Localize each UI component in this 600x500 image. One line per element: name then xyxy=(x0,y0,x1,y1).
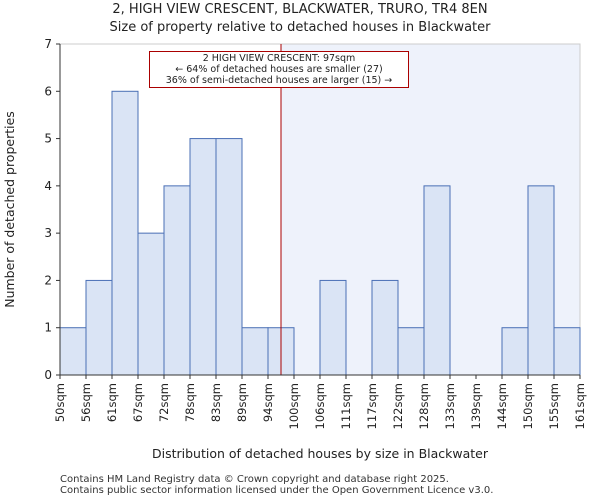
x-axis-label: Distribution of detached houses by size … xyxy=(152,446,489,461)
chart-subtitle: Size of property relative to detached ho… xyxy=(109,20,491,35)
x-tick-label: 61sqm xyxy=(105,383,119,422)
x-tick-label: 128sqm xyxy=(417,383,431,429)
x-tick-label: 155sqm xyxy=(547,383,561,429)
bar-106sqm xyxy=(319,279,347,376)
footer-copyright: Contains HM Land Registry data © Crown c… xyxy=(60,474,449,485)
x-tick-label: 117sqm xyxy=(365,383,379,429)
x-tick-label: 150sqm xyxy=(521,383,535,429)
bar-61sqm xyxy=(111,90,139,376)
annotation-line-3: 36% of semi-detached houses are larger (… xyxy=(165,75,393,86)
x-tick-label: 50sqm xyxy=(53,383,67,422)
x-tick-label: 83sqm xyxy=(209,383,223,422)
y-tick-label: 1 xyxy=(44,321,52,335)
annotation-line-2: ← 64% of detached houses are smaller (27… xyxy=(175,64,383,75)
bar-67sqm xyxy=(137,232,165,376)
bar-128sqm xyxy=(423,185,451,376)
property-annotation-box: 2 HIGH VIEW CRESCENT: 97sqm ← 64% of det… xyxy=(149,51,409,88)
bar-155sqm xyxy=(553,327,581,376)
footer-licence: Contains public sector information licen… xyxy=(60,485,494,496)
x-tick-label: 67sqm xyxy=(131,383,145,422)
y-axis-label: Number of detached properties xyxy=(2,111,17,308)
y-tick-label: 2 xyxy=(44,273,52,287)
y-tick-label: 4 xyxy=(44,179,52,193)
x-tick-label: 161sqm xyxy=(573,383,587,429)
x-tick-label: 122sqm xyxy=(391,383,405,429)
x-tick-label: 106sqm xyxy=(313,383,327,429)
x-tick-label: 111sqm xyxy=(339,383,353,429)
y-tick-label: 7 xyxy=(44,37,52,51)
x-tick-label: 139sqm xyxy=(469,383,483,429)
x-tick-label: 78sqm xyxy=(183,383,197,422)
bar-117sqm xyxy=(371,279,399,376)
y-tick-label: 3 xyxy=(44,226,52,240)
bar-78sqm xyxy=(189,138,217,376)
x-tick-label: 94sqm xyxy=(261,383,275,422)
y-tick-label: 0 xyxy=(44,368,52,382)
bar-50sqm xyxy=(59,327,87,376)
bar-144sqm xyxy=(501,327,529,376)
bar-150sqm xyxy=(527,185,555,376)
x-tick-label: 133sqm xyxy=(443,383,457,429)
x-tick-label: 56sqm xyxy=(79,383,93,422)
bar-122sqm xyxy=(397,327,425,376)
x-tick-label: 89sqm xyxy=(235,383,249,422)
y-tick-label: 5 xyxy=(44,132,52,146)
x-tick-label: 72sqm xyxy=(157,383,171,422)
y-tick-label: 6 xyxy=(44,84,52,98)
bar-72sqm xyxy=(163,185,191,376)
bar-83sqm xyxy=(215,138,243,376)
bar-56sqm xyxy=(85,279,113,376)
bar-89sqm xyxy=(241,327,269,376)
annotation-line-1: 2 HIGH VIEW CRESCENT: 97sqm xyxy=(202,53,356,64)
chart-title-address: 2, HIGH VIEW CRESCENT, BLACKWATER, TRURO… xyxy=(112,2,488,17)
x-tick-label: 100sqm xyxy=(287,383,301,429)
x-tick-label: 144sqm xyxy=(495,383,509,429)
